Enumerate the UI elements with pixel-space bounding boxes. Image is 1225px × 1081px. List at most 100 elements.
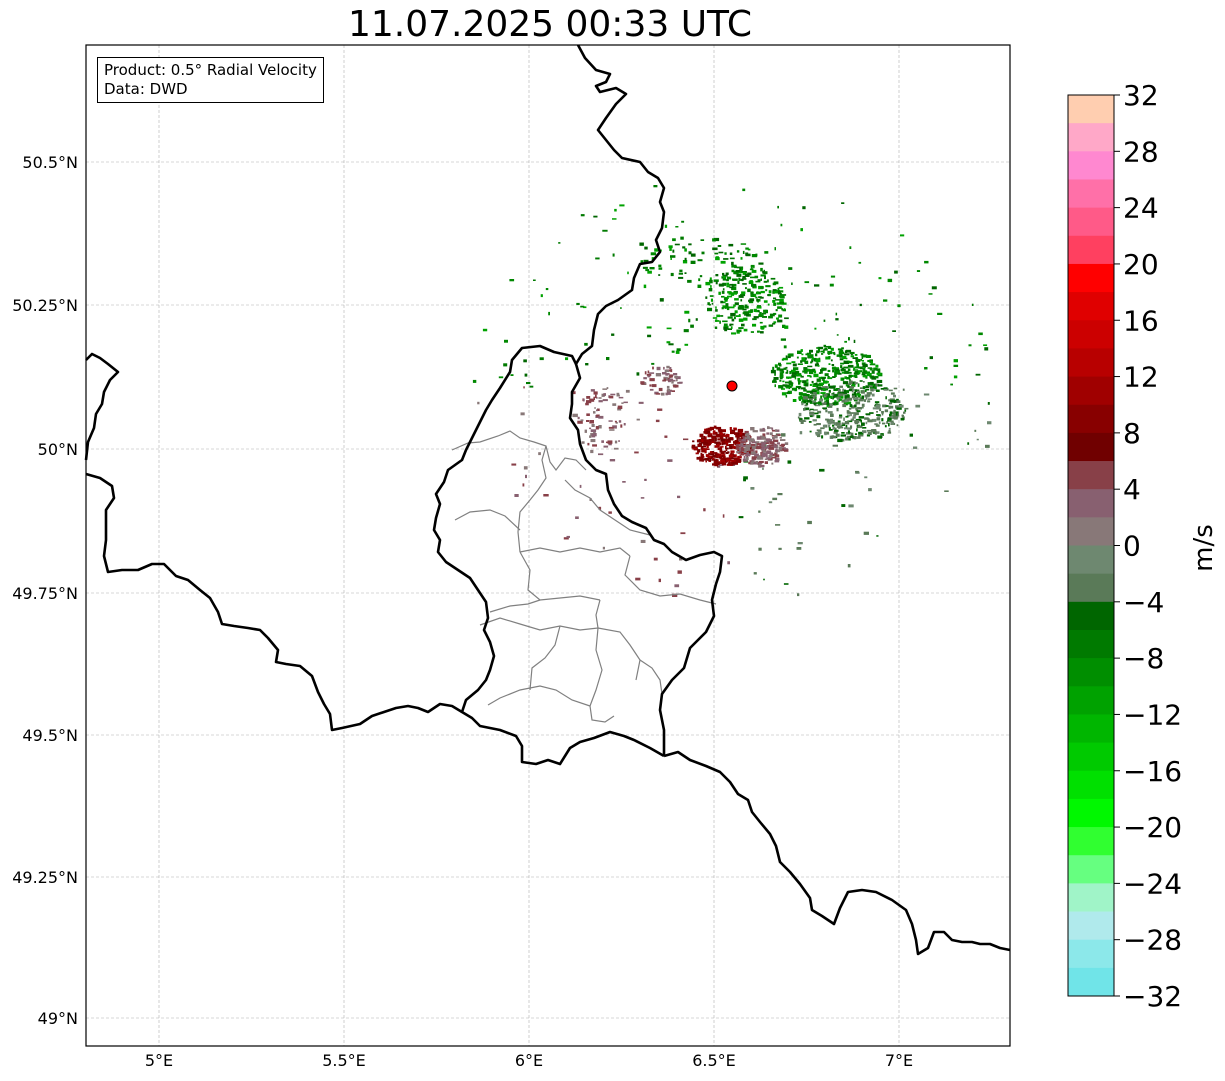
- data-source-text: Data: DWD: [104, 80, 188, 98]
- echo-pixel: [840, 362, 845, 365]
- echo-pixel: [618, 420, 622, 423]
- echo-pixel: [826, 381, 829, 383]
- echo-pixel: [789, 370, 792, 375]
- echo-pixel: [804, 281, 810, 284]
- echo-pixel: [743, 317, 748, 321]
- echo-pixel: [760, 331, 764, 334]
- echo-pixel: [783, 583, 789, 585]
- echo-pixel: [888, 422, 890, 427]
- echo-pixel: [792, 399, 797, 402]
- echo-pixel: [774, 460, 780, 463]
- echo-pixel: [742, 458, 748, 462]
- echo-pixel: [745, 456, 749, 460]
- echo-pixel: [832, 397, 834, 400]
- echo-pixel: [779, 437, 782, 439]
- lat-label: 49.75°N: [12, 584, 78, 603]
- echo-pixel: [719, 464, 724, 466]
- echo-pixel: [735, 447, 739, 450]
- echo-pixel: [779, 290, 784, 293]
- echo-pixel: [712, 430, 716, 434]
- echo-pixel: [820, 350, 825, 353]
- echo-pixel: [817, 346, 823, 349]
- echo-pixel: [612, 253, 615, 257]
- echo-pixel: [791, 372, 797, 375]
- echo-pixel: [923, 393, 930, 396]
- echo-pixel: [781, 392, 787, 396]
- echo-pixel: [774, 247, 776, 251]
- echo-pixel: [853, 367, 856, 371]
- echo-pixel: [646, 326, 652, 329]
- echo-pixel: [842, 355, 847, 360]
- echo-pixel: [797, 350, 802, 354]
- echo-pixel: [803, 408, 806, 411]
- echo-pixel: [848, 407, 852, 410]
- echo-pixel: [779, 444, 782, 447]
- echo-pixel: [795, 370, 800, 374]
- echo-pixel: [759, 312, 762, 316]
- echo-pixel: [769, 432, 773, 436]
- echo-pixel: [852, 357, 858, 359]
- echo-pixel: [757, 291, 759, 295]
- echo-pixel: [717, 441, 721, 444]
- echo-pixel: [722, 458, 725, 461]
- echo-pixel: [855, 359, 859, 363]
- echo-pixel: [763, 578, 765, 581]
- echo-pixel: [797, 593, 800, 597]
- echo-pixel: [649, 384, 652, 387]
- echo-pixel: [746, 451, 750, 455]
- echo-pixel: [757, 446, 762, 449]
- echo-pixel: [830, 420, 834, 423]
- echo-pixel: [783, 308, 786, 310]
- echo-pixel: [763, 300, 768, 303]
- echo-pixel: [726, 276, 732, 280]
- echo-pixel: [703, 441, 709, 444]
- echo-pixel: [770, 277, 776, 280]
- echo-pixel: [612, 403, 617, 406]
- echo-pixel: [750, 427, 755, 431]
- echo-pixel: [841, 202, 845, 204]
- echo-pixel: [498, 376, 504, 379]
- echo-pixel: [707, 455, 711, 459]
- echo-pixel: [828, 363, 831, 365]
- echo-pixel: [886, 421, 889, 424]
- echo-pixel: [842, 403, 847, 408]
- echo-pixel: [649, 372, 655, 374]
- echo-pixel: [636, 418, 640, 421]
- echo-pixel: [883, 387, 888, 390]
- echo-pixel: [797, 416, 800, 419]
- echo-pixel: [739, 431, 743, 436]
- echo-pixel: [586, 400, 592, 404]
- echo-pixel: [844, 353, 850, 356]
- echo-pixel: [804, 404, 808, 407]
- echo-pixel: [895, 405, 899, 409]
- echo-pixel: [786, 392, 791, 395]
- echo-pixel: [758, 314, 764, 318]
- echo-pixel: [674, 375, 678, 378]
- echo-pixel: [904, 409, 907, 412]
- echo-pixel: [851, 418, 854, 421]
- echo-pixel: [837, 372, 842, 375]
- echo-pixel: [875, 405, 879, 408]
- echo-pixel: [733, 271, 739, 275]
- echo-pixel: [777, 291, 781, 295]
- echo-pixel: [772, 454, 777, 457]
- echo-pixel: [673, 373, 678, 376]
- echo-pixel: [846, 435, 851, 438]
- echo-pixel: [853, 339, 856, 343]
- echo-pixel: [895, 412, 898, 416]
- echo-pixel: [809, 430, 812, 433]
- echo-pixel: [614, 440, 618, 444]
- echo-pixel: [707, 302, 710, 305]
- echo-pixel: [788, 380, 792, 383]
- echo-pixel: [714, 463, 718, 467]
- echo-pixel: [902, 388, 905, 391]
- echo-pixel: [716, 453, 722, 457]
- echo-pixel: [768, 324, 774, 327]
- echo-pixel: [740, 437, 743, 441]
- echo-pixel: [750, 294, 756, 297]
- echo-pixel: [858, 399, 864, 402]
- echo-pixel: [752, 323, 757, 327]
- echo-pixel: [838, 393, 844, 397]
- echo-pixel: [715, 319, 718, 322]
- echo-pixel: [838, 425, 841, 429]
